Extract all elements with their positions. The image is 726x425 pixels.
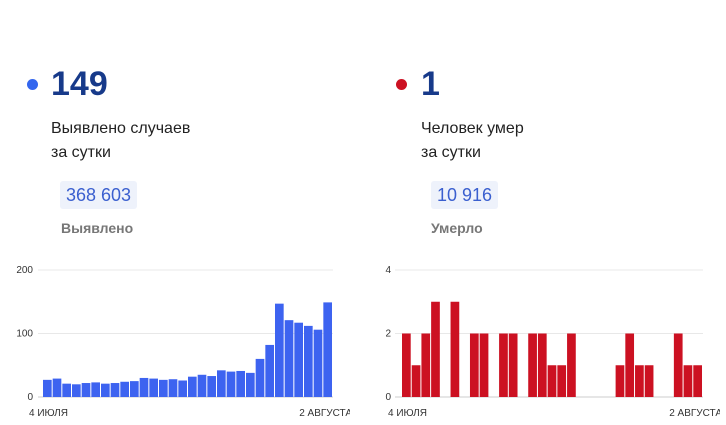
daily-cases-description: Выявлено случаев за сутки: [51, 117, 190, 165]
y-tick-label: 0: [385, 392, 391, 403]
daily-deaths-number: 1: [421, 65, 440, 103]
chart-bar: [91, 382, 100, 397]
chart-bar: [178, 380, 187, 397]
chart-bar: [402, 333, 411, 397]
total-cases-label: Выявлено: [61, 220, 134, 236]
chart-bar: [304, 325, 313, 397]
chart-bar: [294, 322, 303, 397]
x-tick-label-end: 2 АВГУСТА: [299, 408, 350, 419]
chart-bar: [52, 378, 62, 397]
chart-bar: [625, 333, 635, 397]
chart-bar: [149, 378, 158, 397]
chart-bar: [567, 333, 576, 397]
y-tick-label: 4: [385, 265, 391, 276]
chart-bar: [101, 383, 110, 397]
chart-bar: [236, 370, 245, 397]
chart-bar: [217, 370, 226, 397]
chart-bar: [197, 374, 207, 397]
chart-bar: [168, 379, 178, 397]
chart-bar: [159, 379, 168, 397]
daily-cases-desc-line2: за сутки: [51, 144, 111, 161]
chart-bar: [188, 376, 197, 397]
daily-deaths-desc-line1: Человек умер: [421, 120, 524, 137]
chart-bar: [557, 365, 567, 397]
chart-bar: [469, 333, 479, 397]
chart-bar: [265, 344, 274, 397]
x-tick-label-start: 4 ИЮЛЯ: [388, 408, 427, 419]
chart-bar: [284, 320, 294, 397]
daily-deaths-desc-line2: за сутки: [421, 144, 481, 161]
chart-bar: [255, 358, 265, 397]
deaths-panel: 1 Человек умер за сутки 10 916 Умерло 0 2…: [370, 0, 720, 425]
y-tick-label: 2: [385, 329, 391, 340]
chart-bar: [635, 365, 644, 397]
total-deaths-value: 10 916: [431, 181, 499, 209]
chart-bar: [411, 365, 421, 397]
daily-cases-desc-line1: Выявлено случаев: [51, 120, 191, 137]
y-tick-label: 100: [16, 329, 33, 340]
chart-bar: [246, 372, 255, 397]
chart-bar: [139, 377, 149, 397]
chart-bar: [693, 365, 702, 397]
chart-bar: [110, 383, 120, 397]
chart-bar: [431, 301, 440, 397]
cases-dot-icon: [27, 79, 38, 90]
chart-bar: [547, 365, 557, 397]
chart-bar: [226, 371, 236, 397]
cases-bar-chart: 0 100 200 4 ИЮЛЯ 2 АВГУСТА: [16, 265, 350, 419]
chart-bar: [450, 301, 460, 397]
chart-bar: [421, 333, 431, 397]
x-tick-label-end: 2 АВГУСТА: [669, 408, 720, 419]
chart-bar: [72, 384, 81, 397]
daily-deaths-description: Человек умер за сутки: [421, 117, 524, 165]
chart-bar: [644, 365, 654, 397]
total-deaths-label: Умерло: [431, 220, 483, 236]
chart-bar: [313, 329, 323, 397]
daily-cases-number: 149: [51, 65, 108, 103]
deaths-bar-chart: 0 2 4 4 ИЮЛЯ 2 АВГУСТА: [385, 265, 720, 419]
chart-bar: [43, 379, 52, 397]
chart-bar: [479, 333, 489, 397]
chart-bar: [130, 381, 139, 397]
total-cases-value: 368 603: [60, 181, 138, 209]
chart-bar: [615, 365, 625, 397]
chart-bar: [323, 302, 332, 397]
chart-bar: [683, 365, 693, 397]
y-tick-label: 0: [27, 392, 33, 403]
chart-bar: [207, 376, 216, 397]
chart-bar: [499, 333, 508, 397]
chart-bar: [673, 333, 683, 397]
cases-panel: 149 Выявлено случаев за сутки 368 603 Вы…: [0, 0, 350, 425]
chart-bar: [537, 333, 547, 397]
chart-bar: [81, 383, 91, 397]
chart-bar: [120, 381, 129, 397]
chart-bar: [62, 383, 71, 397]
deaths-dot-icon: [396, 79, 407, 90]
chart-bar: [528, 333, 537, 397]
x-tick-label-start: 4 ИЮЛЯ: [29, 408, 68, 419]
y-tick-label: 200: [16, 265, 33, 276]
chart-bar: [508, 333, 518, 397]
chart-bar: [275, 303, 284, 397]
